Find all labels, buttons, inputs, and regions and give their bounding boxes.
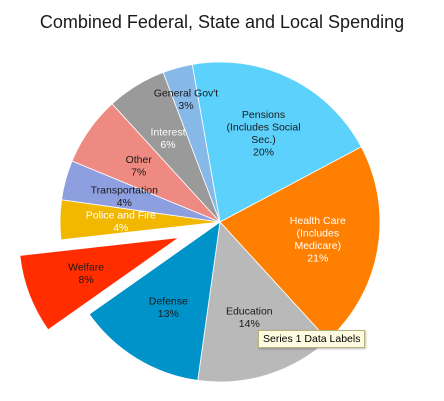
slice-label-line: 4% — [117, 197, 132, 209]
slice-label-line: Welfare — [68, 262, 104, 274]
slice-label-6: Police and Fire 4% — [86, 209, 156, 234]
slice-label-1: Pensions (Includes Social Sec.) 20% — [226, 109, 300, 159]
slice-label-8: Other 7% — [126, 154, 153, 179]
slice-label-3: Education 14% — [226, 306, 273, 331]
slice-label-4: Defense 13% — [149, 295, 188, 320]
slice-label-2: Health Care (Includes Medicare) 21% — [290, 215, 346, 265]
slice-label-line: Health Care — [290, 215, 346, 227]
slice-label-line: 13% — [158, 308, 179, 320]
slice-label-line: Defense — [149, 295, 188, 307]
slice-label-line: 21% — [307, 253, 328, 265]
pie-slice-4[interactable] — [88, 221, 221, 381]
slice-label-line: (Includes — [296, 228, 339, 240]
slice-label-line: Education — [226, 306, 273, 318]
slice-label-line: 4% — [113, 222, 128, 234]
slice-label-line: 6% — [160, 139, 175, 151]
slice-label-line: 8% — [79, 274, 94, 286]
chart-title: Combined Federal, State and Local Spendi… — [39, 12, 405, 32]
slice-label-line: Medicare) — [294, 240, 341, 252]
slice-label-line: Sec.) — [251, 134, 276, 146]
data-labels-tooltip: Series 1 Data Labels — [258, 330, 366, 348]
slice-label-line: Interest — [150, 126, 185, 138]
slice-label-line: Pensions — [242, 109, 285, 121]
slice-label-line: (Includes Social — [226, 122, 300, 134]
slice-label-line: General Gov't — [154, 87, 219, 99]
slice-label-line: 14% — [239, 318, 260, 330]
slice-label-line: Transportation — [91, 185, 158, 197]
pie-slice-5[interactable] — [19, 237, 180, 331]
pie-slice-10[interactable] — [162, 63, 221, 223]
slice-label-line: 3% — [178, 100, 193, 112]
slice-label-10: General Gov't 3% — [154, 87, 219, 112]
slice-label-7: Transportation 4% — [91, 185, 158, 210]
pie-slice-1[interactable] — [191, 61, 362, 223]
pie-slice-2[interactable] — [219, 146, 381, 341]
slice-label-9: Interest 6% — [150, 126, 185, 151]
slice-label-line: Police and Fire — [86, 209, 156, 221]
slice-label-line: 20% — [253, 147, 274, 159]
slice-label-line: 7% — [131, 166, 146, 178]
slice-label-line: Other — [126, 154, 153, 166]
slice-label-5: Welfare 8% — [68, 262, 104, 287]
